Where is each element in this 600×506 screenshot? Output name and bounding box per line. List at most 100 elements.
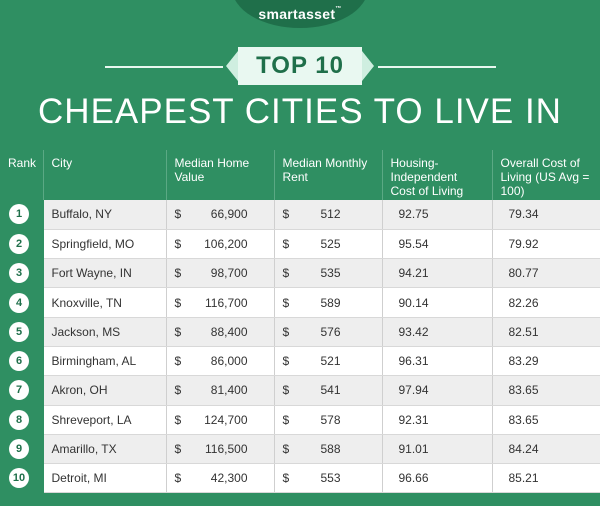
rank-badge: 5 — [9, 321, 29, 342]
rank-cell: 8 — [0, 405, 44, 435]
rent-cell: $521 — [274, 346, 383, 377]
table-row: 6 Birmingham, AL $86,000 $521 96.31 83.29 — [0, 346, 600, 377]
home-value-cell: $86,000 — [166, 346, 275, 377]
currency-symbol: $ — [174, 324, 182, 339]
header-rent: Median Monthly Rent — [274, 150, 383, 200]
rank-badge: 10 — [9, 468, 29, 489]
currency-symbol: $ — [282, 236, 290, 251]
housing-independent-col-cell: 93.42 — [382, 317, 493, 347]
rank-badge: 4 — [9, 292, 29, 313]
rank-badge: 3 — [9, 263, 29, 284]
overall-col-cell: 80.77 — [492, 258, 600, 289]
monthly-rent: 525 — [320, 236, 341, 251]
logo-trademark: ™ — [335, 6, 342, 12]
currency-symbol: $ — [174, 295, 182, 310]
header-overall-col: Overall Cost of Living (US Avg = 100) — [492, 150, 600, 200]
home-value-cell: $98,700 — [166, 258, 275, 289]
housing-independent-col-cell: 92.75 — [382, 200, 493, 230]
rent-cell: $553 — [274, 463, 383, 494]
rank-badge: 8 — [9, 409, 29, 430]
rent-cell: $512 — [274, 200, 383, 230]
housing-independent-col-cell: 96.66 — [382, 463, 493, 494]
city-cell: Buffalo, NY — [43, 200, 167, 230]
housing-independent-col-cell: 90.14 — [382, 287, 493, 318]
housing-independent-col-cell: 92.31 — [382, 405, 493, 435]
rent-cell: $525 — [274, 229, 383, 260]
header: smartasset™ TOP 10 CHEAPEST CITIES TO LI… — [0, 0, 600, 150]
smartasset-logo[interactable]: smartasset™ — [232, 6, 368, 22]
home-value-cell: $116,500 — [166, 434, 275, 465]
monthly-rent: 521 — [320, 354, 341, 369]
housing-independent-col-cell: 96.31 — [382, 346, 493, 377]
rank-cell: 2 — [0, 229, 44, 260]
currency-symbol: $ — [174, 236, 182, 251]
home-value-cell: $124,700 — [166, 405, 275, 435]
housing-independent-col-cell: 95.54 — [382, 229, 493, 260]
overall-col-cell: 83.65 — [492, 405, 600, 435]
home-value: 81,400 — [210, 383, 248, 398]
monthly-rent: 553 — [320, 471, 341, 486]
home-value-cell: $116,700 — [166, 287, 275, 318]
home-value: 116,700 — [205, 295, 248, 310]
table-row: 9 Amarillo, TX $116,500 $588 91.01 84.24 — [0, 434, 600, 465]
city-cell: Jackson, MS — [43, 317, 167, 347]
header-rank: Rank — [0, 150, 44, 200]
city-cell: Knoxville, TN — [43, 287, 167, 318]
currency-symbol: $ — [174, 266, 182, 281]
currency-symbol: $ — [282, 324, 290, 339]
overall-col-cell: 84.24 — [492, 434, 600, 465]
home-value: 88,400 — [210, 324, 248, 339]
home-value: 66,900 — [210, 207, 248, 222]
rent-cell: $576 — [274, 317, 383, 347]
currency-symbol: $ — [174, 207, 182, 222]
header-housing-independent-col: Housing-Independent Cost of Living — [382, 150, 493, 200]
housing-independent-col-cell: 97.94 — [382, 375, 493, 406]
city-cell: Amarillo, TX — [43, 434, 167, 465]
rank-cell: 7 — [0, 375, 44, 406]
logo-text: smartasset — [258, 6, 336, 22]
rank-badge: 7 — [9, 380, 29, 401]
currency-symbol: $ — [282, 383, 290, 398]
table-header-row: Rank City Median Home Value Median Month… — [0, 150, 600, 200]
rank-cell: 1 — [0, 200, 44, 230]
home-value: 116,500 — [205, 442, 248, 457]
rank-badge: 9 — [9, 439, 29, 460]
home-value-cell: $88,400 — [166, 317, 275, 347]
city-cell: Birmingham, AL — [43, 346, 167, 377]
monthly-rent: 512 — [320, 207, 341, 222]
header-city: City — [43, 150, 167, 200]
home-value-cell: $81,400 — [166, 375, 275, 406]
currency-symbol: $ — [282, 295, 290, 310]
overall-col-cell: 79.34 — [492, 200, 600, 230]
rank-badge: 6 — [9, 351, 29, 372]
currency-symbol: $ — [174, 412, 182, 427]
table-row: 8 Shreveport, LA $124,700 $578 92.31 83.65 — [0, 405, 600, 435]
overall-col-cell: 79.92 — [492, 229, 600, 260]
monthly-rent: 578 — [320, 412, 341, 427]
divider-right — [378, 66, 496, 68]
city-cell: Springfield, MO — [43, 229, 167, 260]
cities-table: Rank City Median Home Value Median Month… — [0, 150, 600, 494]
monthly-rent: 589 — [320, 295, 341, 310]
page-title: CHEAPEST CITIES TO LIVE IN — [38, 92, 562, 131]
home-value-cell: $42,300 — [166, 463, 275, 494]
rent-cell: $541 — [274, 375, 383, 406]
table-row: 5 Jackson, MS $88,400 $576 93.42 82.51 — [0, 317, 600, 347]
overall-col-cell: 82.51 — [492, 317, 600, 347]
table-row: 7 Akron, OH $81,400 $541 97.94 83.65 — [0, 375, 600, 406]
home-value: 42,300 — [210, 471, 248, 486]
overall-col-cell: 82.26 — [492, 287, 600, 318]
table-row: 2 Springfield, MO $106,200 $525 95.54 79.92 — [0, 229, 600, 260]
rank-cell: 9 — [0, 434, 44, 465]
rent-cell: $535 — [274, 258, 383, 289]
currency-symbol: $ — [282, 442, 290, 457]
header-home-value: Median Home Value — [166, 150, 275, 200]
city-cell: Fort Wayne, IN — [43, 258, 167, 289]
currency-symbol: $ — [174, 383, 182, 398]
overall-col-cell: 83.65 — [492, 375, 600, 406]
currency-symbol: $ — [282, 266, 290, 281]
rank-cell: 10 — [0, 463, 44, 494]
rank-cell: 5 — [0, 317, 44, 347]
rank-cell: 3 — [0, 258, 44, 289]
home-value: 86,000 — [210, 354, 248, 369]
